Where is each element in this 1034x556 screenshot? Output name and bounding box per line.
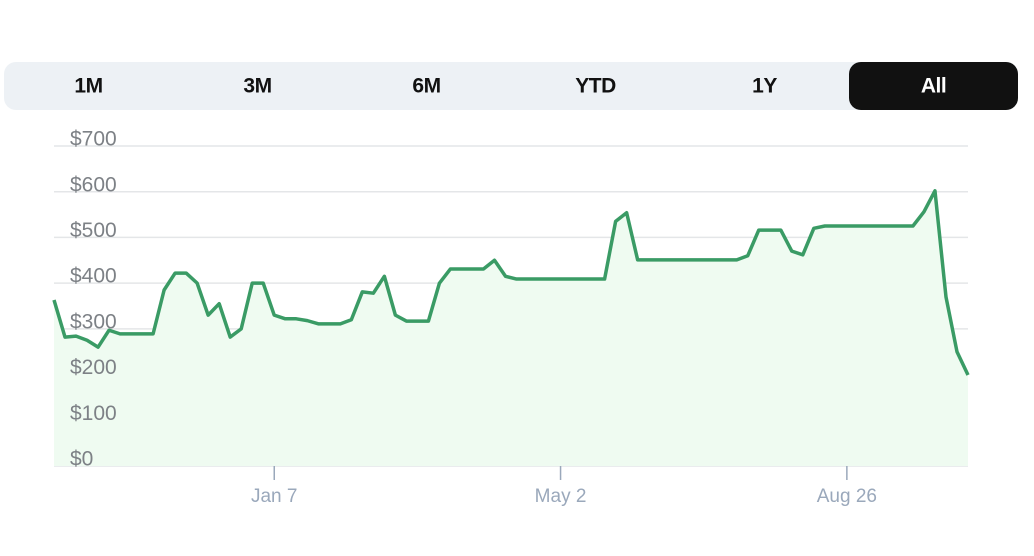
y-tick-label: $0: [70, 448, 93, 471]
y-tick-label: $200: [70, 356, 117, 379]
range-tab[interactable]: 3M: [243, 75, 272, 98]
range-tab[interactable]: YTD: [575, 75, 616, 98]
x-tick-label: Aug 26: [817, 486, 877, 507]
range-tab-bar: [4, 62, 1018, 110]
y-tick-label: $700: [70, 128, 117, 151]
y-tick-label: $600: [70, 173, 117, 196]
range-tab-selected: [849, 62, 1018, 110]
y-tick-label: $500: [70, 219, 117, 242]
area: [54, 190, 968, 467]
range-tab[interactable]: All: [921, 75, 947, 98]
y-tick-label: $100: [70, 402, 117, 425]
range-tab[interactable]: 6M: [412, 75, 441, 98]
line: [52, 189, 970, 376]
x-tick-label: Jan 7: [251, 486, 297, 507]
y-tick-label: $300: [70, 310, 117, 333]
range-tab[interactable]: 1M: [74, 75, 103, 98]
range-tab[interactable]: 1Y: [752, 75, 778, 98]
x-tick-label: May 2: [535, 486, 587, 507]
y-tick-label: $400: [70, 265, 117, 288]
